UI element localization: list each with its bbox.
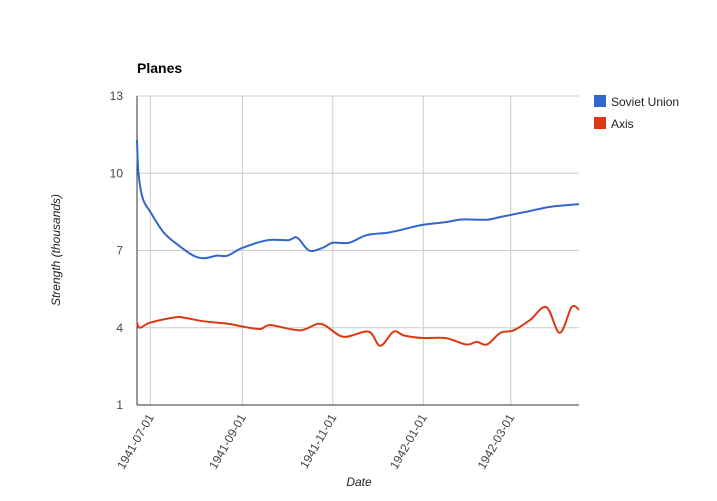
x-tick-label: 1942-01-01 — [387, 411, 430, 471]
y-tick-label: 1 — [116, 398, 123, 412]
x-tick-label: 1942-03-01 — [475, 411, 518, 471]
legend-swatch — [594, 117, 606, 129]
series-line-axis — [136, 304, 580, 347]
y-tick-label: 4 — [116, 321, 123, 335]
x-tick-label: 1941-07-01 — [114, 411, 157, 471]
legend-label: Soviet Union — [611, 95, 679, 109]
x-tick-label: 1941-11-01 — [297, 411, 340, 471]
x-axis-label: Date — [346, 475, 372, 489]
legend-swatch — [594, 95, 606, 107]
y-tick-label: 13 — [110, 89, 124, 103]
legend-label: Axis — [611, 117, 634, 131]
x-tick-label: 1941-09-01 — [206, 411, 249, 471]
y-axis-label: Strength (thousands) — [49, 194, 63, 306]
y-tick-label: 10 — [110, 166, 124, 180]
chart-title: Planes — [137, 60, 182, 76]
y-tick-label: 7 — [116, 244, 123, 258]
series-line-soviet-union — [136, 139, 580, 260]
